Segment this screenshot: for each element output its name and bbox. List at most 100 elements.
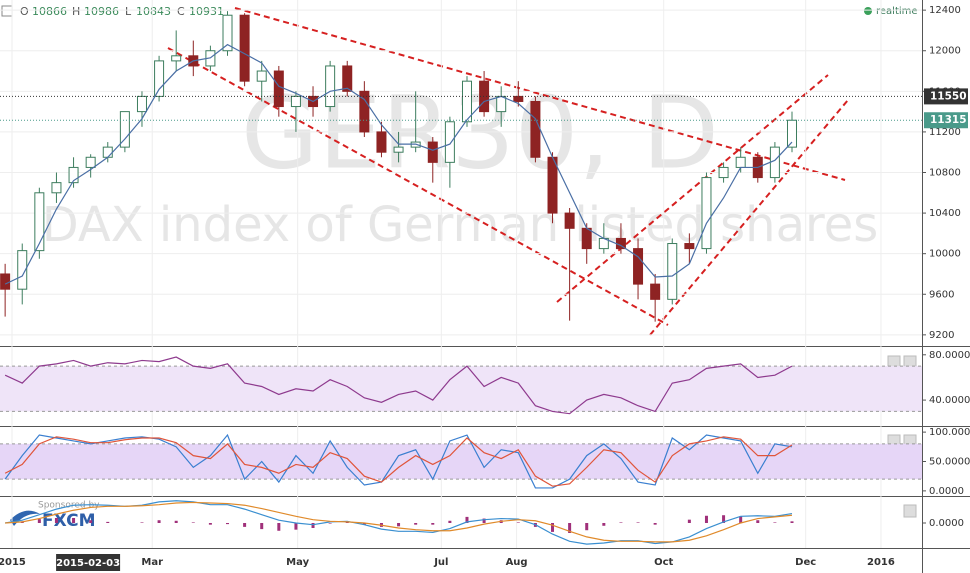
open-value: 10866 (32, 5, 67, 18)
indicator-line (5, 501, 793, 543)
price-label-box (924, 112, 968, 129)
histogram-bar (756, 520, 760, 523)
candle-body (786, 119, 797, 148)
candle-body (718, 166, 729, 179)
x-tick-label: 2016 (867, 557, 895, 568)
status[interactable]: realtime (876, 6, 918, 17)
x-tick-label: Jul (433, 557, 448, 568)
close-value: 10931 (189, 5, 224, 18)
sponsor-label: Sponsored by (38, 501, 100, 511)
y-tick-label: 40.0000 (929, 395, 970, 406)
candle-body (564, 212, 575, 229)
x-tick-label: Aug (506, 557, 528, 568)
y-tick-label: 9200 (929, 330, 954, 341)
price-label-box (924, 88, 968, 105)
candle-body (376, 131, 387, 153)
header: O 10866 H 10986 L 10843 C 10931 realtime (1, 5, 918, 18)
y-tick-label: 12000 (929, 46, 961, 57)
candle-body (290, 95, 301, 108)
histogram-bar (89, 520, 93, 523)
low-label: L (125, 5, 132, 18)
y-tick-label: 11200 (929, 127, 961, 138)
histogram-bar (773, 522, 777, 523)
histogram-bar (602, 523, 606, 526)
histogram-bar (636, 522, 640, 523)
crosshair-label-box (56, 554, 121, 571)
price-label: 11550 (930, 90, 967, 102)
histogram-bar (414, 523, 418, 525)
moving-average (4, 43, 793, 285)
sponsor: Sponsored by FXCM (10, 501, 100, 531)
histogram-bar (568, 523, 572, 533)
x-tick-label: 2015 (0, 557, 26, 568)
histogram-bar (516, 522, 520, 523)
sponsor-icon (10, 510, 40, 526)
candle-body (171, 55, 182, 62)
histogram-bar (739, 516, 743, 523)
y-tick-label: 9600 (929, 289, 954, 300)
candle-body (393, 146, 404, 153)
histogram-bar (345, 522, 349, 523)
histogram-bar (140, 522, 144, 523)
histogram-bar (277, 523, 281, 531)
candle-body (547, 156, 558, 214)
candle-body (0, 273, 11, 290)
candle-body (461, 80, 472, 123)
candle-body (667, 243, 678, 300)
candle-body (17, 250, 28, 290)
candle-body (513, 95, 524, 102)
candle-body (325, 65, 336, 108)
histogram-bar (653, 523, 657, 525)
histogram-bar (174, 520, 178, 523)
y-tick-label: 50.0000 (929, 457, 970, 468)
candle-body (239, 14, 250, 82)
histogram-bar (585, 523, 589, 531)
watermark-subtitle: DAX index of German listed shares (42, 197, 878, 253)
low-value: 10843 (136, 5, 171, 18)
trend-lines (167, 7, 849, 336)
x-tick-label: Dec (795, 557, 816, 568)
candle-body (102, 146, 113, 158)
candle-body (496, 95, 507, 113)
y-tick-label: 0.0000 (929, 486, 964, 497)
histogram-bar (448, 520, 452, 523)
candle-body (650, 283, 661, 300)
candle-body (530, 100, 541, 158)
high-label: H (72, 5, 80, 18)
histogram-bar (72, 518, 76, 523)
histogram-bar (722, 515, 726, 523)
candle-body (701, 177, 712, 250)
high-value: 10986 (84, 5, 119, 18)
close-label: C (177, 5, 185, 18)
candle-body (769, 146, 780, 179)
y-tick-label: 100.0000 (929, 427, 970, 438)
histogram-bar (243, 523, 247, 527)
x-tick-label: May (286, 557, 309, 568)
histogram-bar (790, 521, 794, 523)
candle-body (633, 248, 644, 285)
histogram-bar (191, 522, 195, 523)
candle-body (479, 80, 490, 113)
x-tick-label: Mar (141, 557, 163, 568)
y-tick-label: 10400 (929, 208, 961, 219)
candle-body (256, 70, 267, 82)
candle-body (34, 192, 45, 252)
histogram-bar (260, 523, 264, 530)
histogram-bar (704, 515, 708, 523)
candle-body (684, 243, 695, 250)
histogram-bar (54, 518, 58, 523)
crosshair-label: 2015-02-03 (56, 558, 120, 569)
status-dot (864, 7, 872, 15)
band (0, 366, 922, 412)
candle-body (273, 70, 284, 108)
indicator-line (4, 356, 793, 415)
y-tick-label: 12400 (929, 5, 961, 16)
histogram-bar (619, 522, 623, 523)
candle-body (136, 95, 147, 113)
histogram-bar (551, 523, 555, 532)
y-tick-label: 80.0000 (929, 350, 970, 361)
histogram-bar (465, 516, 469, 523)
histogram-bar (226, 523, 230, 525)
